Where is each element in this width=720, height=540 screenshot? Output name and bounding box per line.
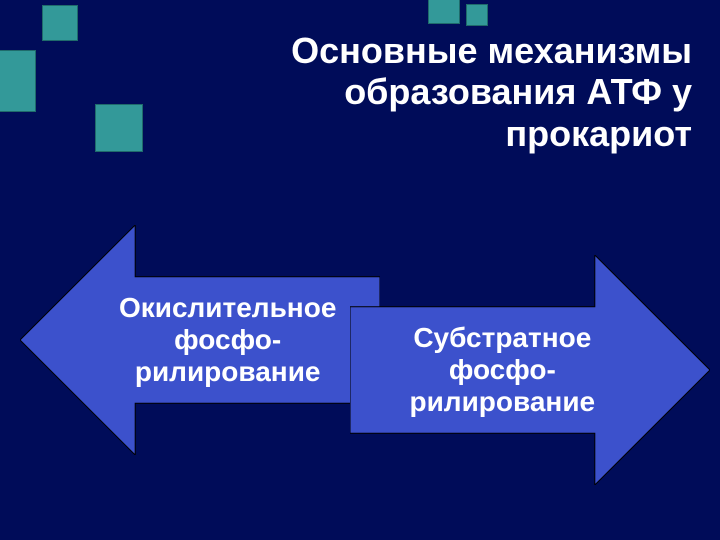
deco-square xyxy=(95,104,143,152)
right-arrow: Субстратноефосфо-рилирование xyxy=(350,255,710,485)
left-arrow-label: Окислительноефосфо-рилирование xyxy=(83,292,372,389)
deco-square xyxy=(466,4,488,26)
deco-square xyxy=(428,0,460,24)
deco-square xyxy=(42,5,78,41)
right-arrow-label: Субстратноефосфо-рилирование xyxy=(358,322,647,419)
slide-title: Основные механизмыобразования АТФ упрока… xyxy=(172,30,692,154)
slide: Основные механизмыобразования АТФ упрока… xyxy=(0,0,720,540)
deco-square xyxy=(0,50,36,112)
left-arrow: Окислительноефосфо-рилирование xyxy=(20,225,380,455)
